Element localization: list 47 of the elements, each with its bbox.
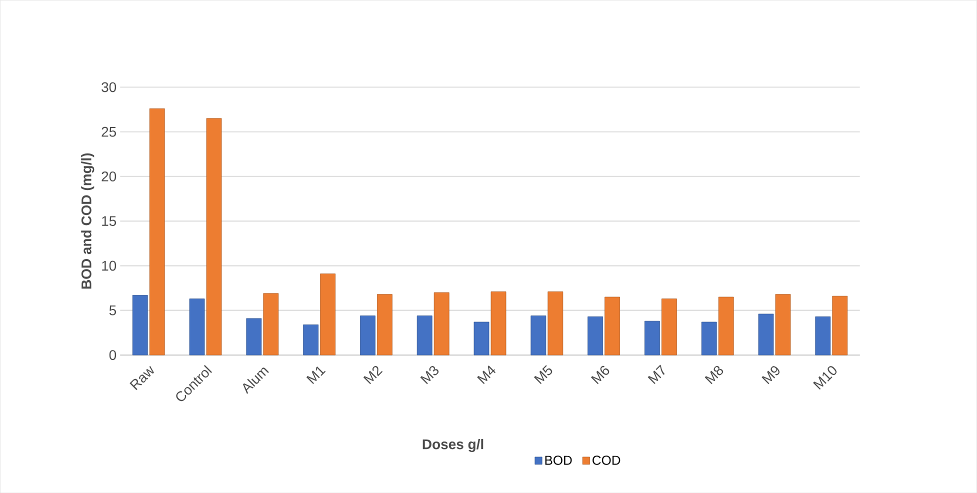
legend-label: COD bbox=[592, 456, 620, 465]
bar bbox=[815, 316, 831, 356]
bar bbox=[416, 315, 432, 356]
bar bbox=[775, 294, 791, 356]
bar bbox=[377, 294, 392, 356]
x-tick-label: M6 bbox=[590, 366, 610, 384]
bar bbox=[246, 318, 262, 356]
x-axis-title: Doses g/l bbox=[422, 438, 484, 452]
bar bbox=[263, 293, 279, 356]
x-tick-label: M9 bbox=[762, 366, 780, 384]
legend-label: BOD bbox=[545, 456, 572, 465]
bar bbox=[474, 322, 490, 356]
bar bbox=[588, 316, 604, 356]
x-tick-label: M2 bbox=[363, 366, 383, 384]
y-axis-title: BOD and COD (mg/l) bbox=[81, 153, 94, 288]
y-tick-label: 20 bbox=[102, 171, 116, 182]
x-tick-label: M3 bbox=[420, 366, 439, 384]
bar bbox=[189, 298, 205, 356]
y-tick-label: 25 bbox=[102, 126, 116, 137]
bar bbox=[662, 298, 677, 356]
bar bbox=[701, 322, 717, 356]
y-tick-label: 30 bbox=[102, 82, 116, 92]
bar bbox=[132, 294, 148, 356]
bar bbox=[434, 292, 450, 356]
bar bbox=[718, 296, 734, 356]
x-tick-label: M10 bbox=[813, 366, 837, 390]
bar bbox=[320, 273, 336, 356]
bar bbox=[149, 108, 165, 356]
y-tick-label: 0 bbox=[109, 350, 116, 360]
bar bbox=[303, 324, 319, 356]
bar bbox=[530, 315, 546, 356]
x-tick-label: M8 bbox=[704, 366, 724, 384]
x-tick-label: M7 bbox=[648, 364, 665, 384]
y-tick-label: 15 bbox=[102, 216, 116, 226]
bar bbox=[758, 314, 774, 356]
y-tick-label: 10 bbox=[102, 260, 116, 271]
bar bbox=[360, 315, 376, 356]
y-tick-label: 5 bbox=[109, 305, 116, 316]
x-tick-label: M5 bbox=[534, 365, 552, 384]
bar bbox=[604, 296, 620, 356]
bar bbox=[206, 118, 222, 356]
bar bbox=[548, 291, 564, 356]
bar bbox=[644, 320, 660, 356]
x-tick-label: M1 bbox=[306, 366, 326, 384]
bar bbox=[490, 291, 506, 356]
bar bbox=[832, 296, 848, 356]
x-tick-label: M4 bbox=[477, 365, 496, 384]
